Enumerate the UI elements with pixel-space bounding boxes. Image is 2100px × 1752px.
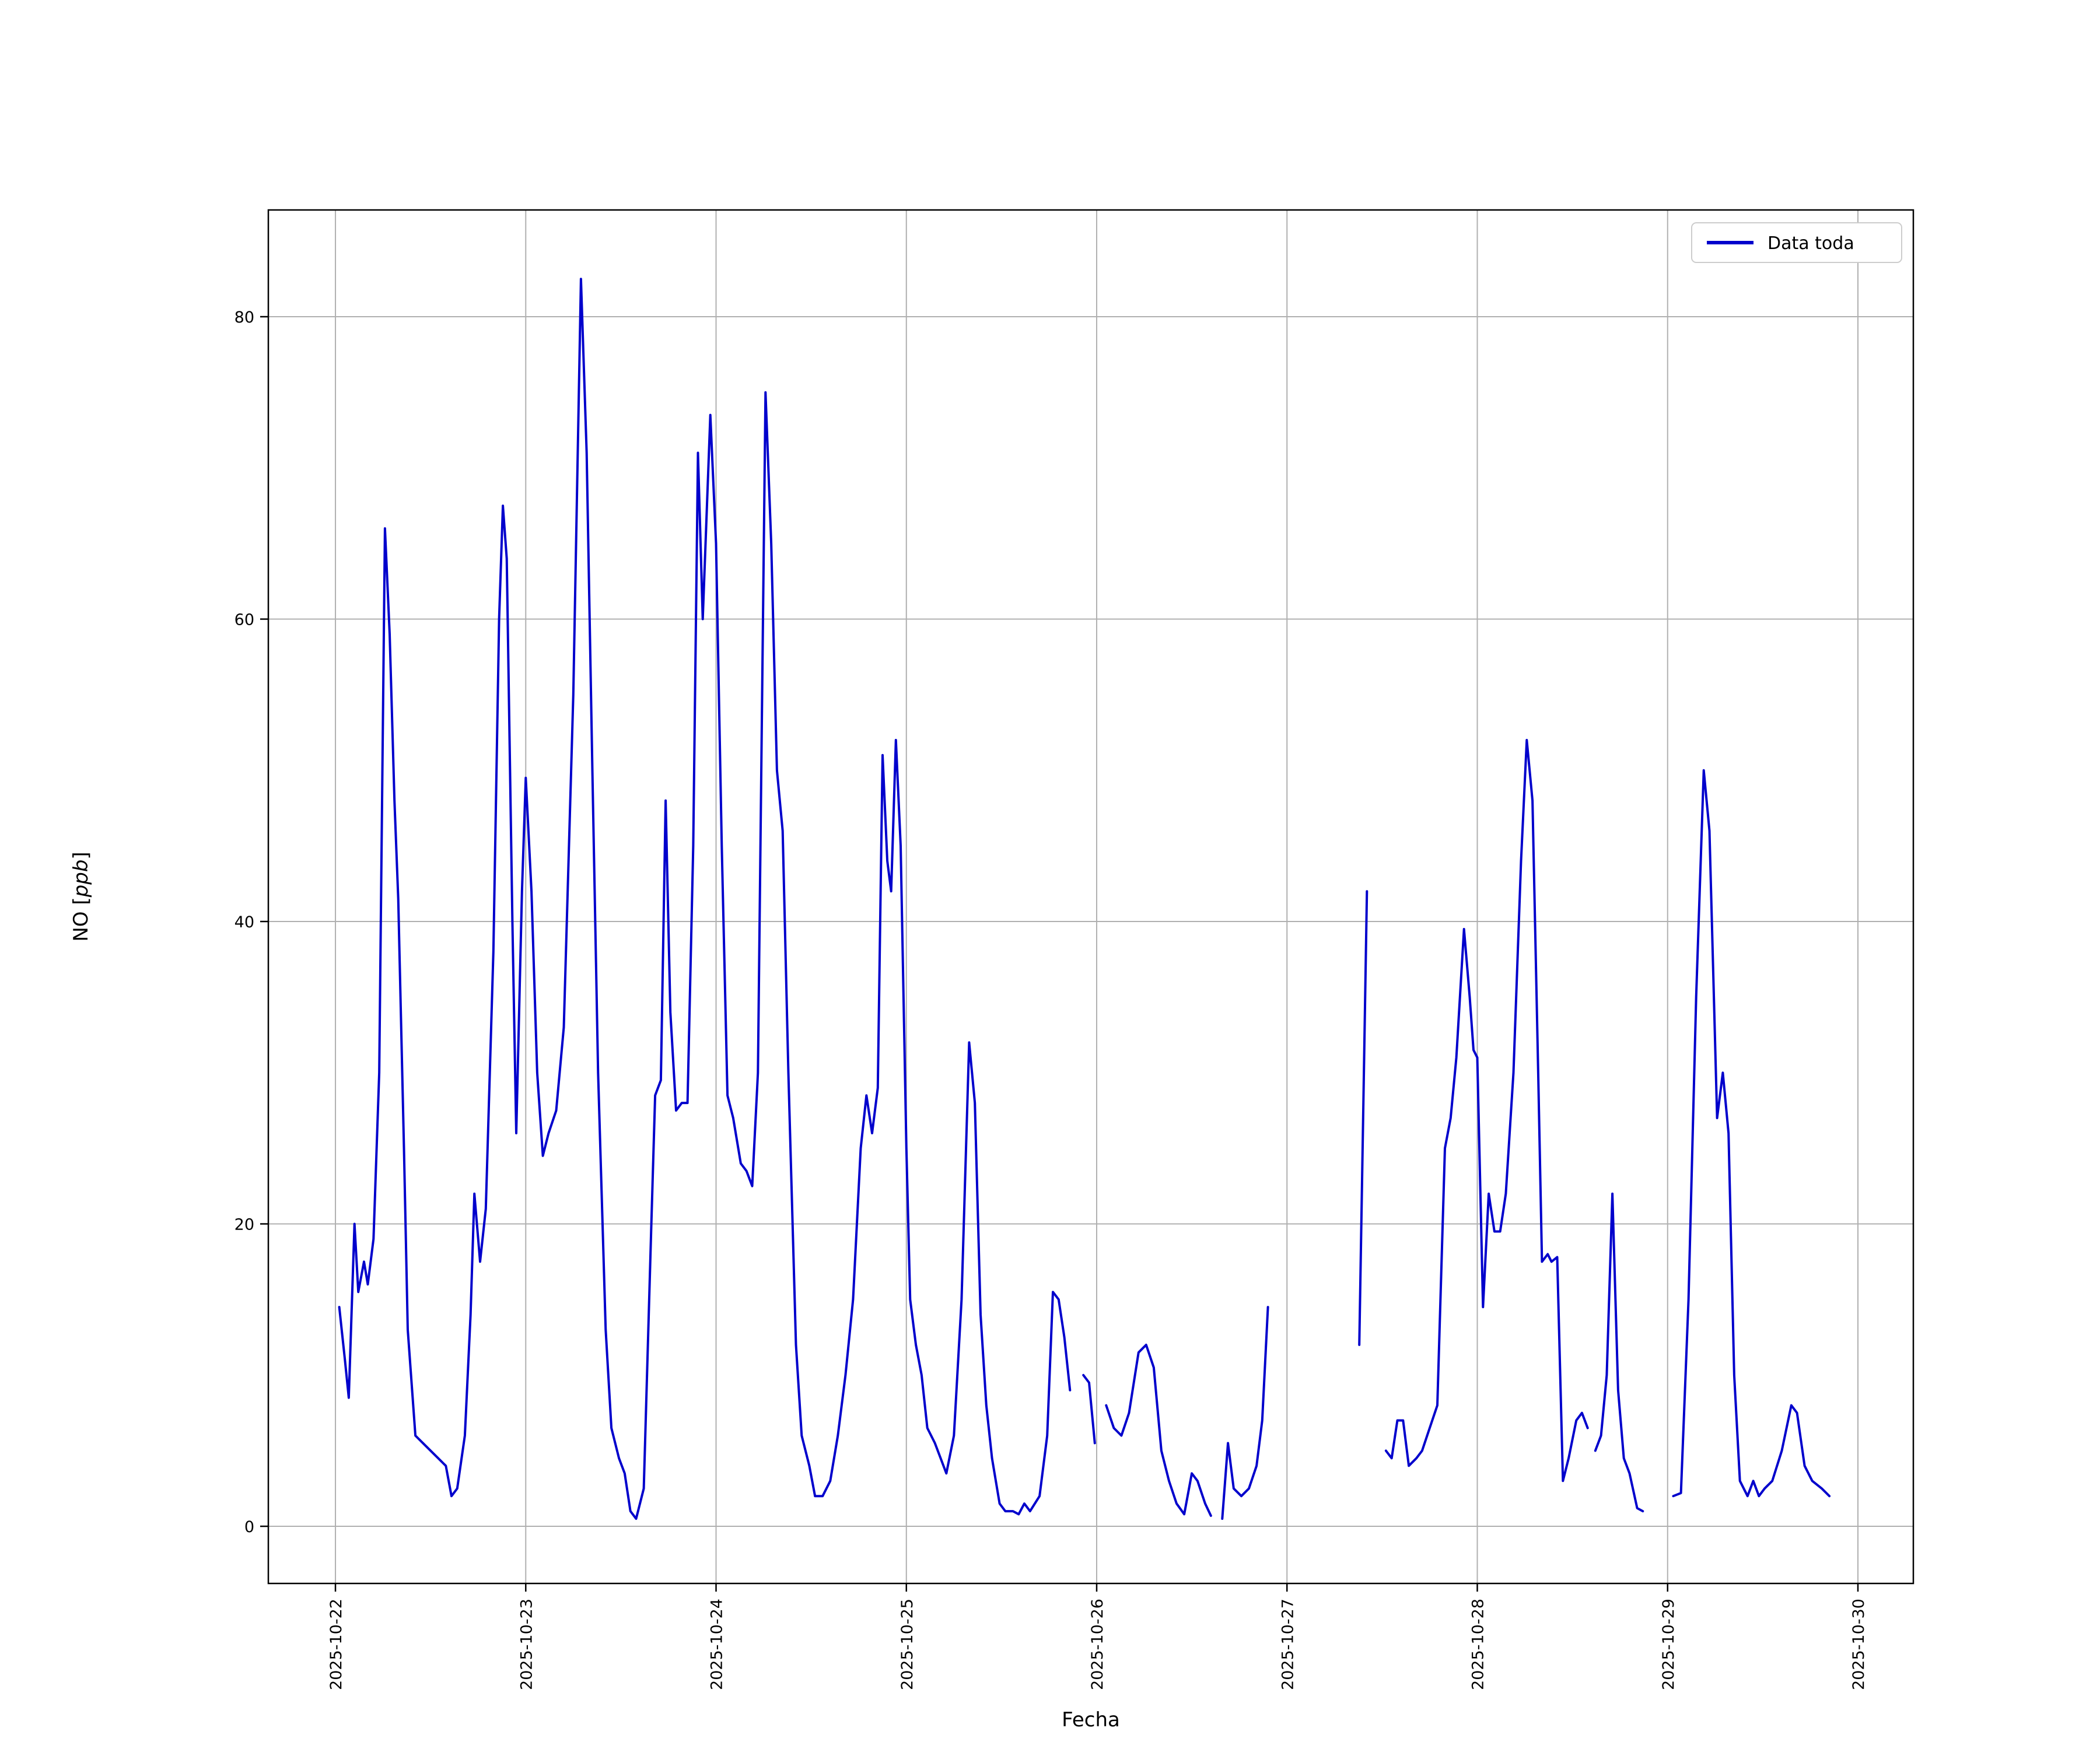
y-tick-label: 40 [235, 913, 254, 931]
y-axis-label: NO [ppb] [69, 852, 93, 941]
legend-label: Data toda [1768, 233, 1854, 254]
plot-area [268, 210, 1913, 1583]
y-tick-label: 60 [235, 611, 254, 629]
x-tick-label: 2025-10-27 [1279, 1599, 1297, 1690]
legend: Data toda [1691, 222, 1902, 263]
x-tick-label: 2025-10-30 [1850, 1599, 1868, 1690]
x-tick-label: 2025-10-23 [517, 1599, 536, 1690]
y-tick-label: 20 [235, 1216, 254, 1234]
legend-box [1691, 222, 1902, 263]
x-tick-label: 2025-10-22 [327, 1599, 345, 1690]
y-tick-label: 80 [235, 309, 254, 327]
x-tick-label: 2025-10-28 [1469, 1599, 1488, 1690]
x-axis-label: Fecha [1062, 1708, 1120, 1732]
x-tick-label: 2025-10-29 [1660, 1599, 1678, 1690]
axes-frame [267, 209, 1915, 1585]
x-tick-label: 2025-10-26 [1088, 1599, 1107, 1690]
series-line-data-toda [338, 278, 1831, 1520]
x-tick-label: 2025-10-24 [708, 1599, 726, 1690]
x-tick-label: 2025-10-25 [898, 1599, 916, 1690]
y-tick-label: 0 [244, 1518, 254, 1536]
